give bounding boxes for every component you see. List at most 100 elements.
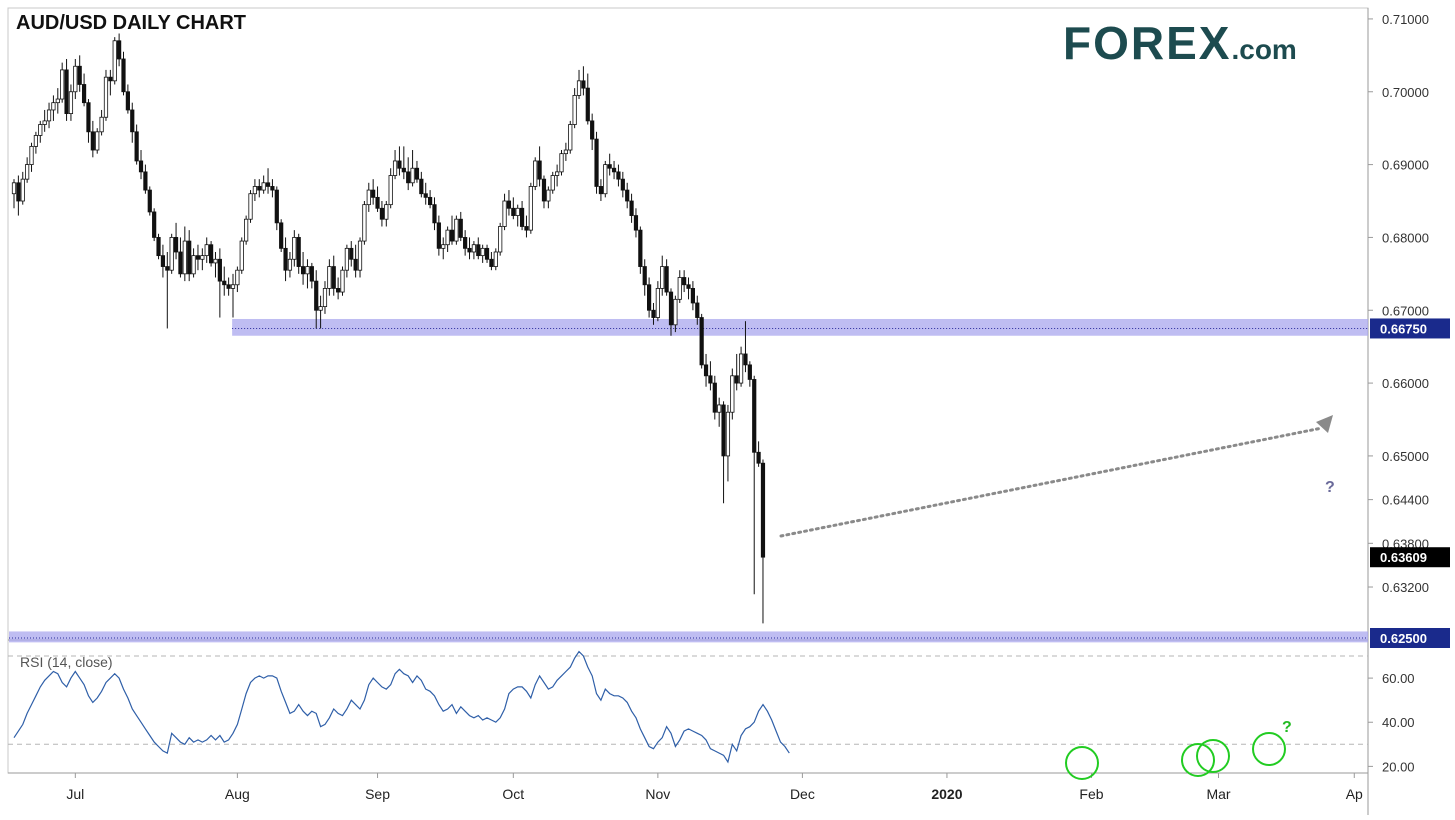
candle-body	[563, 149, 568, 155]
rsi-tick-label: 60.00	[1382, 671, 1415, 686]
candle-body	[760, 462, 766, 558]
candle-body	[541, 178, 547, 202]
candle-body	[222, 280, 227, 286]
candle-body	[125, 91, 130, 111]
candle-body	[708, 375, 713, 384]
candle-body	[38, 124, 43, 136]
candle-body	[182, 240, 187, 275]
candle-body	[423, 193, 428, 198]
support-band	[9, 631, 1368, 643]
candle-body	[279, 222, 284, 249]
candle-body	[476, 244, 481, 257]
candle-body	[340, 269, 345, 293]
candle-body	[695, 302, 700, 318]
candle-body	[620, 178, 625, 191]
candle-body	[616, 171, 621, 180]
candle-body	[427, 196, 433, 206]
candle-body	[99, 116, 104, 133]
candle-body	[690, 288, 696, 304]
candle-body	[169, 237, 174, 271]
candle-body	[130, 109, 135, 133]
candle-body	[160, 255, 166, 267]
time-tick-label: Nov	[645, 786, 670, 802]
candle-body	[454, 218, 459, 242]
price-tick-label: 0.69000	[1382, 158, 1429, 173]
chart-title: AUD/USD DAILY CHART	[16, 12, 247, 34]
candle-body	[33, 135, 39, 147]
candle-body	[734, 375, 739, 384]
candle-body	[388, 175, 393, 206]
candle-body	[60, 69, 65, 100]
candle-body	[730, 375, 735, 413]
plot-border	[7, 7, 1369, 774]
candle-body	[187, 240, 192, 275]
rsi-panel: 60.00 40.00 20.00	[8, 650, 1415, 774]
candle-body	[502, 200, 507, 227]
candle-body	[747, 364, 752, 380]
candle-body	[712, 382, 717, 413]
candle-body	[572, 94, 577, 125]
candle-body	[117, 40, 122, 60]
candle-body	[252, 186, 257, 195]
annotations: ??	[779, 415, 1335, 780]
candle-body	[261, 182, 266, 191]
candle-body	[668, 291, 674, 326]
time-tick-label: Sep	[365, 786, 390, 802]
candle-body	[318, 306, 323, 311]
candle-body	[375, 196, 380, 209]
candle-body	[568, 124, 573, 151]
candle-body	[546, 189, 551, 202]
candle-body	[20, 178, 25, 202]
last-price-label: 0.63609	[1380, 550, 1427, 565]
oversold-circle	[1196, 739, 1230, 773]
candle-body	[647, 284, 652, 311]
candle-body	[638, 229, 643, 267]
rsi-line	[13, 650, 790, 764]
support-bands	[9, 318, 1368, 643]
time-tick-label: Oct	[502, 786, 524, 802]
rsi-tick-label: 40.00	[1382, 715, 1415, 730]
candle-body	[480, 247, 485, 257]
candle-body	[756, 451, 761, 464]
candle-body	[585, 87, 590, 122]
price-tick-label: 0.67000	[1382, 303, 1429, 318]
candle-body	[528, 186, 533, 231]
price-tick-label: 0.70000	[1382, 85, 1429, 100]
level-badge-label: 0.66750	[1380, 321, 1427, 336]
time-tick-label: Mar	[1206, 786, 1230, 802]
candle-body	[633, 215, 639, 231]
candle-body	[156, 237, 161, 257]
candle-body	[642, 266, 647, 286]
candle-body	[147, 189, 152, 213]
candle-body	[213, 258, 218, 264]
candle-body	[336, 288, 341, 293]
candle-body	[484, 247, 490, 260]
candle-body	[555, 171, 560, 176]
candle-body	[287, 258, 293, 271]
candle-body	[506, 200, 512, 209]
candle-body	[29, 145, 34, 165]
candle-body	[519, 207, 525, 227]
candle-body	[725, 411, 731, 457]
candle-body	[550, 175, 555, 191]
candle-body	[489, 258, 494, 267]
candle-body	[292, 237, 297, 260]
candle-body	[200, 255, 205, 260]
candle-body	[673, 298, 678, 326]
oversold-circle	[1065, 746, 1099, 780]
projection-arrowhead	[1316, 415, 1333, 433]
candle-body	[625, 189, 630, 202]
candle-body	[721, 404, 726, 457]
candle-body	[449, 229, 455, 242]
candle-body	[55, 98, 60, 104]
candle-body	[68, 91, 74, 115]
candle-body	[366, 189, 371, 206]
candle-body	[265, 182, 271, 187]
candle-body	[677, 277, 682, 300]
candle-body	[244, 218, 249, 242]
candle-body	[752, 379, 757, 453]
candle-body	[204, 244, 209, 257]
projection-arrow	[779, 426, 1324, 538]
candle-body	[331, 266, 336, 289]
